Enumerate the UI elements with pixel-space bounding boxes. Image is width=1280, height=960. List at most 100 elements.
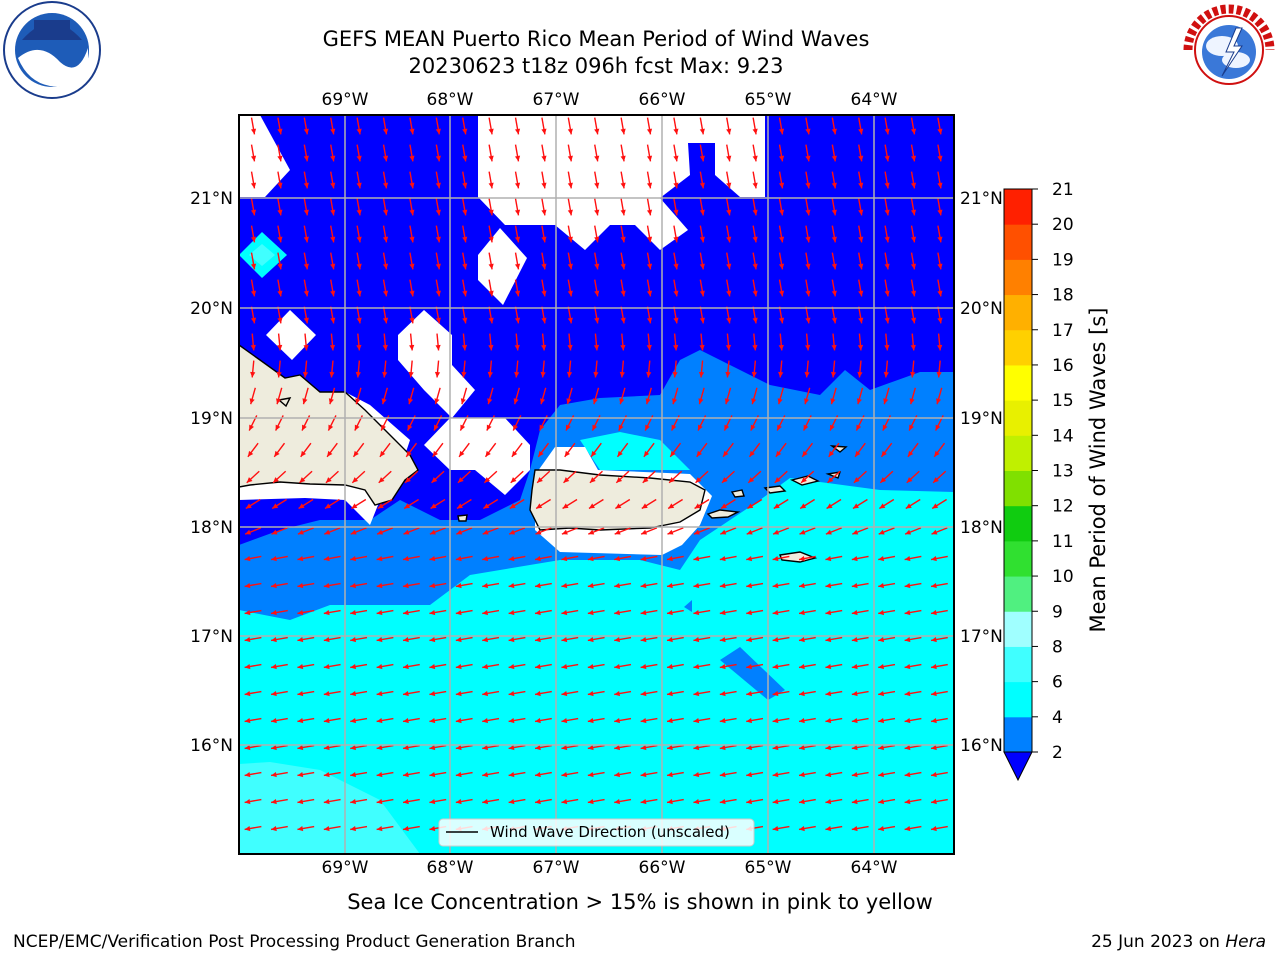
wind-wave-arrow-head bbox=[831, 128, 837, 135]
wind-wave-arrow-head bbox=[566, 398, 572, 405]
wind-wave-arrow-head bbox=[587, 744, 594, 751]
wind-wave-arrow-head bbox=[620, 182, 626, 189]
lat-label: 16°N bbox=[960, 736, 1003, 756]
wind-wave-arrow-head bbox=[910, 263, 917, 270]
lon-label: 68°W bbox=[427, 90, 474, 110]
wind-wave-arrow-head bbox=[541, 209, 547, 216]
colorbar-tick-label: 8 bbox=[1052, 637, 1063, 657]
wind-wave-arrow-head bbox=[250, 263, 257, 270]
wind-wave-arrow-head bbox=[699, 236, 705, 243]
wind-wave-arrow-head bbox=[699, 155, 705, 162]
wind-wave-arrow-head bbox=[587, 690, 594, 697]
wind-wave-arrow-head bbox=[643, 450, 650, 457]
wind-wave-arrow-head bbox=[825, 556, 832, 562]
wind-wave-arrow-head bbox=[250, 209, 257, 216]
wind-wave-arrow-head bbox=[937, 128, 943, 135]
wind-wave-arrow-head bbox=[778, 182, 785, 189]
wind-wave-arrow-head bbox=[482, 636, 489, 643]
wind-wave-arrow-head bbox=[430, 503, 437, 509]
wind-wave-arrow-head bbox=[719, 717, 726, 724]
wind-wave-arrow-head bbox=[673, 155, 679, 162]
wind-wave-arrow-head bbox=[673, 317, 679, 324]
wind-wave-arrow-head bbox=[323, 744, 330, 751]
wind-wave-arrow-head bbox=[509, 529, 516, 535]
wind-wave-arrow-head bbox=[698, 371, 705, 378]
wind-wave-arrow-head bbox=[482, 798, 489, 805]
wind-wave-arrow-head bbox=[541, 344, 547, 351]
wind-wave-arrow-head bbox=[429, 529, 436, 535]
wind-wave-arrow-head bbox=[403, 690, 409, 697]
wind-wave-arrow-head bbox=[931, 636, 937, 643]
wind-wave-arrow-head bbox=[350, 717, 357, 724]
wind-wave-arrow-head bbox=[488, 236, 494, 243]
wind-wave-arrow-head bbox=[904, 663, 911, 670]
wind-wave-arrow-head bbox=[513, 398, 519, 405]
wind-wave-arrow-head bbox=[273, 477, 279, 483]
wind-wave-arrow-head bbox=[350, 771, 357, 778]
wind-wave-arrow-head bbox=[435, 128, 441, 135]
wind-wave-arrow-head bbox=[429, 663, 436, 670]
wind-wave-arrow-head bbox=[356, 182, 362, 189]
wind-wave-arrow-head bbox=[851, 798, 858, 805]
wind-wave-arrow-head bbox=[487, 398, 493, 405]
wind-wave-arrow-head bbox=[667, 582, 673, 589]
wind-wave-arrow-head bbox=[329, 371, 335, 378]
wind-wave-arrow-head bbox=[592, 398, 598, 405]
wind-wave-arrow-head bbox=[303, 209, 309, 216]
wind-wave-arrow-head bbox=[354, 424, 360, 431]
wind-wave-arrow-head bbox=[244, 771, 251, 778]
wind-wave-arrow-head bbox=[429, 744, 436, 751]
lon-label: 69°W bbox=[322, 90, 369, 110]
wind-wave-arrow-head bbox=[535, 717, 541, 724]
wind-wave-arrow-head bbox=[245, 503, 252, 509]
wind-wave-arrow-head bbox=[772, 636, 779, 643]
wind-wave-arrow-head bbox=[777, 424, 782, 431]
colorbar-segment bbox=[1004, 435, 1032, 471]
wind-wave-arrow-head bbox=[356, 128, 362, 135]
wind-wave-arrow-head bbox=[432, 450, 439, 457]
wind-wave-arrow-head bbox=[376, 717, 383, 724]
wind-wave-arrow-head bbox=[751, 398, 757, 405]
wind-wave-arrow-head bbox=[878, 556, 885, 562]
wind-wave-arrow-head bbox=[695, 477, 702, 483]
wind-wave-arrow-head bbox=[297, 744, 304, 751]
wind-wave-arrow-head bbox=[328, 398, 334, 405]
wind-wave-arrow-head bbox=[303, 236, 309, 243]
wind-wave-arrow-head bbox=[403, 556, 409, 562]
wind-wave-arrow-head bbox=[403, 771, 409, 778]
wind-wave-arrow-head bbox=[858, 128, 864, 135]
wind-wave-arrow-head bbox=[910, 128, 917, 135]
wind-wave-arrow-head bbox=[247, 450, 254, 457]
wind-wave-arrow-head bbox=[799, 529, 806, 535]
wind-wave-arrow-head bbox=[880, 477, 887, 483]
wind-wave-arrow-head bbox=[856, 398, 862, 405]
wind-wave-arrow-head bbox=[508, 717, 515, 724]
wind-wave-arrow-head bbox=[403, 825, 409, 832]
wind-wave-arrow-head bbox=[857, 344, 864, 351]
wind-wave-arrow-head bbox=[858, 209, 864, 216]
wind-wave-arrow-head bbox=[303, 182, 309, 189]
wind-wave-arrow-head bbox=[455, 690, 462, 697]
wind-wave-arrow-head bbox=[851, 556, 858, 562]
wind-wave-arrow-head bbox=[244, 690, 251, 697]
mona-land bbox=[457, 514, 468, 522]
wind-wave-arrow-head bbox=[535, 771, 541, 778]
wind-wave-arrow-head bbox=[382, 344, 388, 351]
wind-wave-arrow-head bbox=[461, 344, 468, 351]
wind-wave-arrow-head bbox=[614, 582, 621, 589]
wind-wave-arrow-head bbox=[271, 582, 277, 589]
wind-wave-arrow-head bbox=[620, 155, 626, 162]
wind-wave-arrow-head bbox=[724, 424, 730, 431]
wind-wave-arrow-head bbox=[619, 398, 625, 405]
wind-wave-arrow-head bbox=[409, 236, 415, 243]
wind-wave-arrow-head bbox=[297, 609, 304, 616]
wind-wave-arrow-head bbox=[799, 690, 805, 697]
wind-wave-arrow-head bbox=[277, 263, 283, 270]
lat-label: 16°N bbox=[190, 736, 233, 756]
wind-wave-arrow-head bbox=[640, 798, 647, 805]
wind-wave-arrow-head bbox=[356, 263, 362, 270]
wind-wave-arrow-head bbox=[878, 798, 885, 805]
wind-wave-arrow-head bbox=[540, 398, 546, 405]
wind-wave-arrow-head bbox=[615, 503, 622, 509]
wind-wave-arrow-head bbox=[488, 263, 494, 270]
